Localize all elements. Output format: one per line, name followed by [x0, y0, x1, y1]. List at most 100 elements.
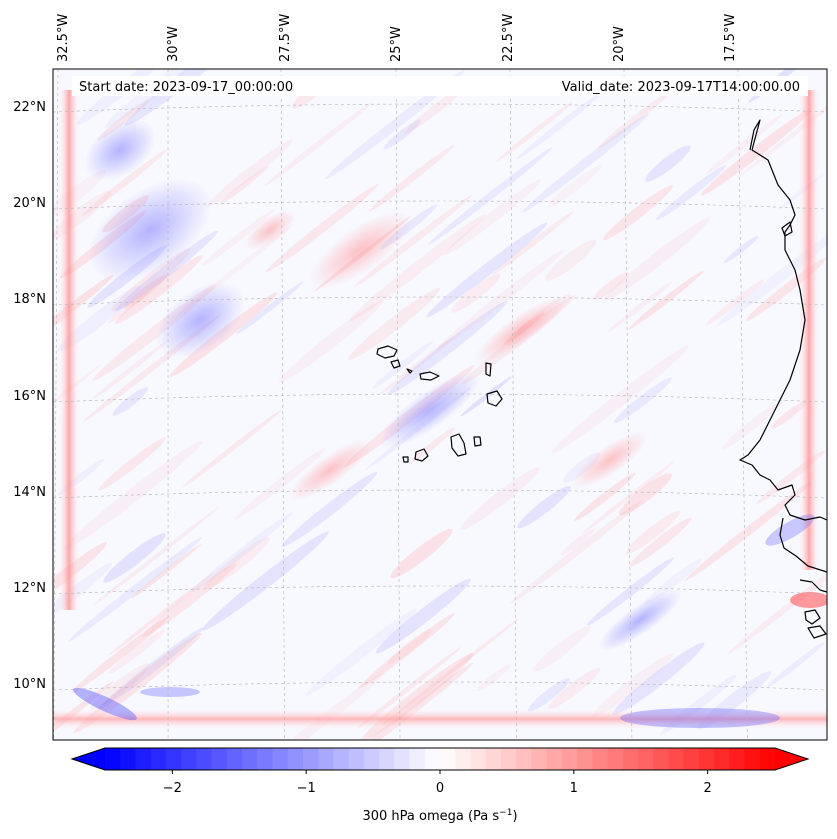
colorbar-step — [394, 748, 411, 770]
omega-streak — [71, 617, 169, 693]
omega-streak — [325, 70, 465, 180]
omega-streak — [645, 145, 691, 182]
omega-streak — [410, 427, 455, 463]
colorbar-step — [714, 748, 730, 770]
omega-streak — [349, 214, 486, 322]
omega-blue-streak — [620, 708, 780, 728]
colorbar-step — [150, 748, 167, 770]
colorbar-label-exponent: −1 — [499, 808, 512, 818]
lat-label-20n: 20°N — [13, 196, 46, 211]
omega-streak — [545, 239, 597, 281]
omega-streak — [551, 346, 689, 454]
omega-streak — [426, 222, 548, 318]
header-band — [72, 76, 808, 96]
omega-blue-patch — [84, 119, 156, 181]
african-coastline-south — [779, 517, 827, 573]
cape-verde-island — [450, 433, 467, 457]
omega-streak — [451, 273, 501, 313]
meridian-line — [509, 69, 517, 740]
omega-blue-streak — [140, 687, 200, 697]
omega-streak — [112, 387, 149, 416]
colorbar-step — [485, 748, 502, 770]
colorbar-step — [409, 748, 426, 770]
cape-verde-island — [473, 436, 482, 447]
colorbar-step — [607, 748, 624, 770]
omega-streak — [684, 481, 813, 581]
parallel-line — [53, 393, 827, 403]
lat-label-10n: 10°N — [13, 677, 46, 692]
coastal-inlet — [781, 221, 793, 237]
meridian-line — [395, 69, 401, 740]
lon-label-30w: 30°W — [166, 26, 181, 62]
omega-streak — [107, 291, 149, 324]
omega-streak — [561, 528, 595, 555]
omega-streak — [460, 467, 540, 530]
omega-streak — [354, 194, 473, 287]
omega-streak — [63, 440, 203, 551]
omega-streak — [91, 663, 150, 710]
omega-streak — [98, 437, 166, 491]
bijagos-island — [807, 625, 827, 639]
omega-streak — [191, 512, 294, 592]
colorbar-step — [577, 748, 593, 770]
omega-streak — [388, 629, 432, 664]
parallel-line — [53, 585, 827, 595]
colorbar-step — [729, 748, 746, 770]
colorbar-step — [120, 748, 137, 770]
colorbar-step — [105, 748, 121, 770]
lat-label-16n: 16°N — [13, 389, 46, 404]
omega-blue-streak — [765, 514, 815, 546]
colorbar-step — [165, 748, 182, 770]
omega-streak — [264, 102, 373, 187]
meridian-line — [280, 69, 285, 740]
omega-streak — [618, 473, 672, 516]
colorbar-step — [470, 748, 487, 770]
omega-streak — [265, 183, 379, 273]
lon-label-32-5w: 32.5°W — [56, 14, 71, 62]
bijagos-island — [804, 609, 821, 625]
colorbar-step — [744, 748, 761, 770]
omega-streak — [629, 517, 692, 567]
omega-streak — [592, 653, 674, 718]
colorbar-step — [759, 748, 776, 770]
omega-streak — [82, 149, 168, 216]
omega-blue-patch — [88, 178, 212, 282]
colorbar: −2 −1 0 1 2 300 hPa omega (Pa s−1) — [70, 747, 810, 824]
omega-streak — [612, 642, 705, 716]
cape-verde-island — [406, 368, 413, 374]
omega-streak — [767, 642, 825, 687]
colorbar-label-main: 300 hPa omega (Pa s — [362, 809, 499, 824]
omega-streak — [510, 499, 643, 604]
boundary-left-strip — [58, 90, 80, 610]
colorbar-step — [242, 748, 258, 770]
colorbar-step — [135, 748, 152, 770]
omega-streak — [220, 165, 269, 204]
meridian-line — [737, 69, 748, 740]
colorbar-step — [424, 748, 441, 770]
colorbar-step — [257, 748, 274, 770]
omega-streak — [574, 472, 636, 521]
lat-label-14n: 14°N — [13, 485, 46, 500]
omega-blue-patch — [155, 282, 245, 358]
omega-streak — [202, 531, 329, 631]
colorbar-ticks: −2 −1 0 1 2 — [163, 770, 712, 796]
coastline — [376, 119, 827, 639]
omega-streak — [706, 114, 783, 175]
colorbar-step — [226, 748, 243, 770]
colorbar-step — [637, 748, 654, 770]
colorbar-step — [546, 748, 563, 770]
omega-streak — [496, 102, 573, 162]
omega-streak — [628, 271, 703, 330]
omega-streak — [379, 337, 454, 395]
omega-streak — [108, 629, 166, 674]
omega-streak — [625, 510, 680, 554]
african-coastline — [739, 119, 827, 521]
omega-streak — [608, 281, 673, 332]
omega-field — [53, 69, 827, 740]
omega-streak — [93, 506, 220, 605]
omega-streak — [369, 145, 455, 212]
colorbar-tick-label: 1 — [570, 781, 578, 796]
colorbar-tick-label: 0 — [436, 781, 444, 796]
